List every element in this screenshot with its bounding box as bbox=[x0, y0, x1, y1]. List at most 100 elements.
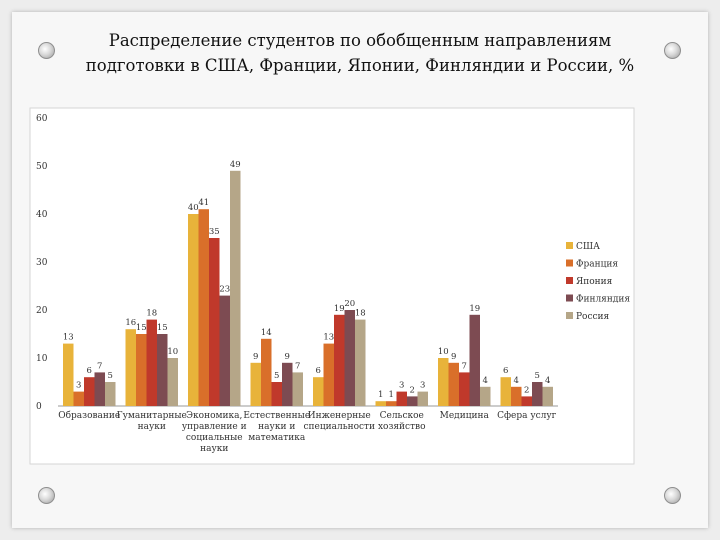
bar bbox=[188, 214, 199, 406]
bar bbox=[136, 334, 147, 406]
page-title: Распределение студентов по обобщенным на… bbox=[85, 31, 635, 75]
bar bbox=[292, 372, 303, 406]
bar bbox=[146, 319, 157, 406]
data-label: 6 bbox=[503, 366, 508, 376]
legend-label: США bbox=[576, 242, 600, 252]
bar bbox=[459, 372, 470, 406]
data-label: 9 bbox=[451, 352, 456, 362]
data-label: 40 bbox=[188, 203, 199, 213]
data-label: 1 bbox=[378, 390, 383, 400]
bar bbox=[375, 401, 386, 406]
x-category-label: Медицина bbox=[440, 411, 490, 421]
data-label: 16 bbox=[125, 318, 136, 328]
bar bbox=[448, 362, 459, 406]
legend-swatch bbox=[566, 312, 573, 319]
data-label: 18 bbox=[355, 309, 366, 319]
data-label: 35 bbox=[209, 227, 220, 237]
bar bbox=[105, 382, 116, 406]
bar bbox=[542, 386, 553, 406]
pin-bottom-right-icon bbox=[664, 487, 681, 504]
x-category-label: Сельское хозяйство bbox=[378, 411, 426, 432]
data-label: 3 bbox=[420, 381, 425, 391]
y-tick-label: 60 bbox=[36, 114, 48, 124]
legend-swatch bbox=[566, 259, 573, 267]
x-category-label: Сфера услуг bbox=[497, 411, 557, 421]
data-label: 41 bbox=[198, 198, 209, 208]
bar bbox=[532, 382, 543, 406]
bar bbox=[438, 358, 449, 406]
bar bbox=[407, 396, 418, 406]
x-category-label: Экономика, управление и социальные науки bbox=[182, 411, 247, 454]
data-label: 7 bbox=[97, 361, 102, 371]
y-tick-label: 20 bbox=[36, 306, 48, 316]
bar bbox=[230, 170, 241, 406]
data-label: 6 bbox=[316, 366, 321, 376]
data-label: 6 bbox=[87, 366, 92, 376]
data-label: 5 bbox=[108, 371, 113, 381]
data-label: 20 bbox=[344, 299, 355, 309]
bar bbox=[282, 362, 293, 406]
data-label: 2 bbox=[410, 385, 415, 395]
bar bbox=[334, 314, 345, 406]
bar bbox=[167, 358, 178, 406]
bar bbox=[84, 377, 95, 406]
bar bbox=[313, 377, 324, 406]
data-label: 4 bbox=[483, 376, 488, 386]
data-label: 1 bbox=[389, 390, 394, 400]
bar bbox=[94, 372, 105, 406]
legend-label: Россия bbox=[576, 312, 610, 322]
legend-label: Япония bbox=[576, 277, 613, 287]
bar bbox=[261, 338, 272, 406]
x-category-label: Гуманитарные науки bbox=[117, 411, 187, 432]
bar bbox=[198, 209, 209, 406]
bar bbox=[469, 314, 480, 406]
data-label: 10 bbox=[167, 347, 178, 357]
bar bbox=[511, 386, 522, 406]
bar bbox=[209, 238, 220, 406]
x-category-label: Инженерные специальности bbox=[303, 411, 375, 432]
legend-label: Франция bbox=[576, 260, 618, 270]
data-label: 3 bbox=[399, 381, 404, 391]
bar bbox=[417, 391, 428, 406]
y-tick-label: 0 bbox=[36, 402, 42, 412]
data-label: 7 bbox=[462, 361, 467, 371]
legend-swatch bbox=[566, 294, 573, 302]
pin-top-right-icon bbox=[664, 42, 681, 59]
pin-top-left-icon bbox=[38, 42, 55, 59]
data-label: 19 bbox=[334, 304, 345, 314]
bar bbox=[323, 343, 334, 406]
data-label: 10 bbox=[438, 347, 449, 357]
bar bbox=[73, 391, 84, 406]
bar bbox=[125, 329, 136, 406]
data-label: 4 bbox=[514, 376, 519, 386]
data-label: 13 bbox=[63, 333, 74, 343]
x-category-label: Образование bbox=[58, 410, 120, 421]
data-label: 15 bbox=[136, 323, 147, 333]
y-tick-label: 50 bbox=[36, 162, 48, 172]
y-tick-label: 10 bbox=[36, 354, 48, 364]
data-label: 5 bbox=[535, 371, 540, 381]
data-label: 13 bbox=[323, 333, 334, 343]
bar bbox=[500, 377, 511, 406]
data-label: 4 bbox=[545, 376, 550, 386]
bar bbox=[386, 401, 397, 406]
legend-swatch bbox=[566, 277, 573, 284]
legend-swatch bbox=[566, 242, 573, 249]
y-tick-label: 40 bbox=[36, 210, 48, 220]
data-label: 23 bbox=[219, 285, 230, 295]
bar bbox=[355, 319, 366, 406]
bar bbox=[250, 362, 261, 406]
bar bbox=[271, 382, 282, 406]
bar bbox=[396, 391, 407, 406]
data-label: 9 bbox=[285, 352, 290, 362]
bar bbox=[521, 396, 532, 406]
data-label: 3 bbox=[76, 381, 81, 391]
bar bbox=[63, 343, 74, 406]
x-category-label: Естественные науки и математика bbox=[243, 411, 310, 443]
data-label: 14 bbox=[261, 328, 272, 338]
y-tick-label: 30 bbox=[36, 258, 48, 268]
data-label: 49 bbox=[230, 160, 241, 170]
data-label: 7 bbox=[295, 361, 300, 371]
data-label: 9 bbox=[253, 352, 258, 362]
